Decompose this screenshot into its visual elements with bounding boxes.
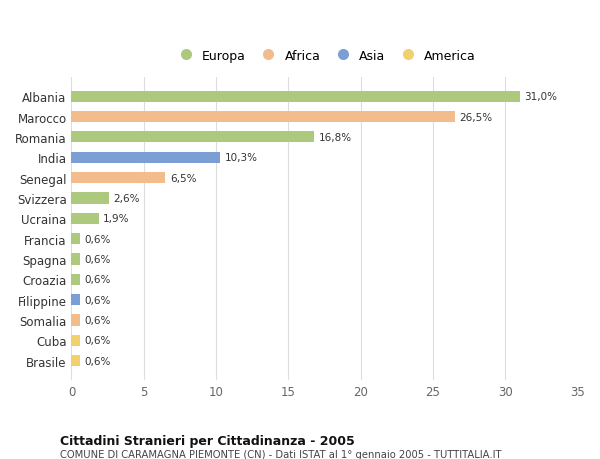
- Bar: [71, 295, 80, 306]
- Text: 0,6%: 0,6%: [85, 315, 111, 325]
- Bar: [71, 335, 80, 346]
- Bar: [71, 173, 166, 184]
- Text: 10,3%: 10,3%: [225, 153, 258, 163]
- Text: 2,6%: 2,6%: [113, 194, 140, 203]
- Bar: [71, 213, 99, 224]
- Bar: [71, 152, 220, 163]
- Bar: [71, 234, 80, 245]
- Text: 16,8%: 16,8%: [319, 133, 352, 143]
- Text: 26,5%: 26,5%: [459, 112, 492, 122]
- Text: 6,5%: 6,5%: [170, 173, 196, 183]
- Bar: [71, 274, 80, 285]
- Bar: [71, 254, 80, 265]
- Text: COMUNE DI CARAMAGNA PIEMONTE (CN) - Dati ISTAT al 1° gennaio 2005 - TUTTITALIA.I: COMUNE DI CARAMAGNA PIEMONTE (CN) - Dati…: [60, 449, 502, 459]
- Text: 0,6%: 0,6%: [85, 356, 111, 366]
- Text: Cittadini Stranieri per Cittadinanza - 2005: Cittadini Stranieri per Cittadinanza - 2…: [60, 434, 355, 447]
- Bar: [71, 132, 314, 143]
- Text: 0,6%: 0,6%: [85, 275, 111, 285]
- Text: 0,6%: 0,6%: [85, 234, 111, 244]
- Text: 31,0%: 31,0%: [524, 92, 557, 102]
- Bar: [71, 193, 109, 204]
- Text: 0,6%: 0,6%: [85, 254, 111, 264]
- Text: 0,6%: 0,6%: [85, 295, 111, 305]
- Bar: [71, 91, 520, 102]
- Bar: [71, 355, 80, 367]
- Bar: [71, 315, 80, 326]
- Legend: Europa, Africa, Asia, America: Europa, Africa, Asia, America: [168, 45, 481, 67]
- Text: 0,6%: 0,6%: [85, 336, 111, 346]
- Bar: [71, 112, 455, 123]
- Text: 1,9%: 1,9%: [103, 214, 130, 224]
